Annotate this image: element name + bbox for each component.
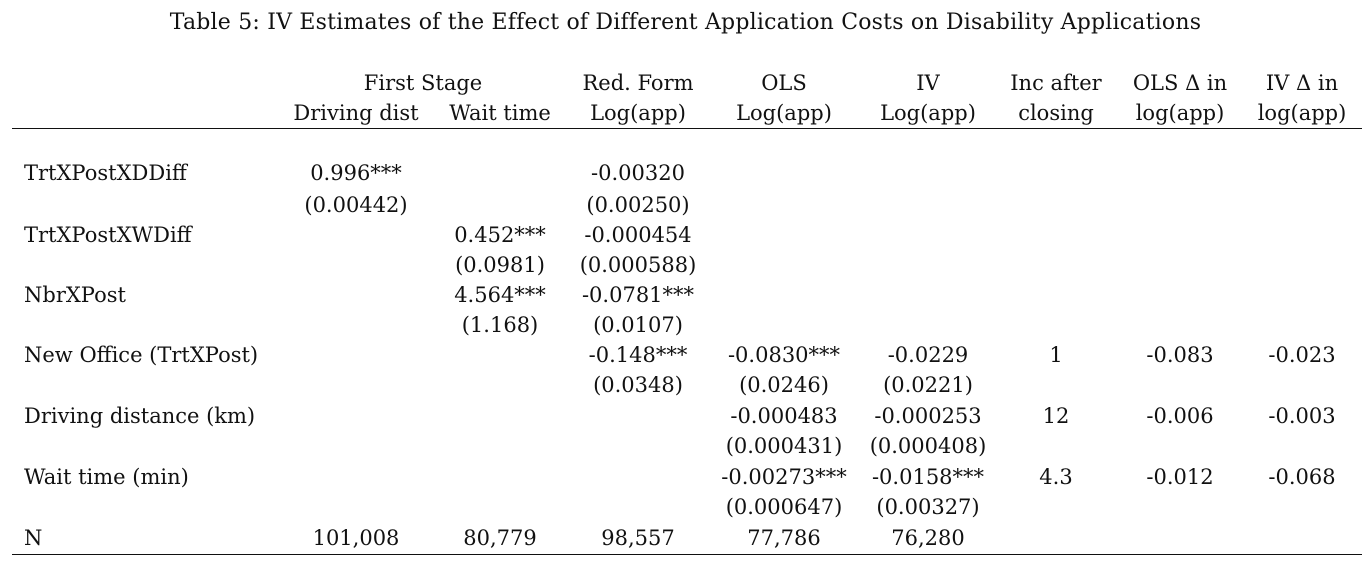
cell-driving-c8: -0.003 [1268, 404, 1336, 428]
header-iv: IV [916, 71, 940, 95]
cell-wait-c8: -0.068 [1268, 465, 1336, 489]
row-label-new-office: New Office (TrtXPost) [24, 343, 259, 367]
cell-new-office-c3-se: (0.0348) [593, 373, 683, 397]
cell-new-office-c5: -0.0229 [887, 343, 969, 367]
cell-wait-c4-se: (0.000647) [725, 495, 843, 519]
row-label-nbr: NbrXPost [24, 283, 126, 307]
row-label-driving: Driving distance (km) [24, 404, 256, 428]
row-label-trt-dd: TrtXPostXDDiff [24, 161, 187, 185]
header-ols-sub: Log(app) [736, 101, 832, 125]
cell-wait-c7: -0.012 [1146, 465, 1214, 489]
cell-n-c5: 76,280 [891, 526, 965, 550]
cell-driving-c6: 12 [1042, 404, 1070, 428]
cell-new-office-c4: -0.0830*** [727, 343, 841, 367]
cell-trt-dd-c1: 0.996*** [310, 161, 402, 185]
header-iv-delta: IV Δ in [1265, 71, 1339, 95]
cell-trt-dd-c1-se: (0.00442) [304, 193, 408, 217]
header-wait-time: Wait time [449, 101, 551, 125]
header-red-form-sub: Log(app) [590, 101, 686, 125]
cell-new-office-c6: 1 [1049, 343, 1063, 367]
header-ols-delta-sub: log(app) [1135, 101, 1225, 125]
row-label-trt-wd: TrtXPostXWDiff [24, 223, 192, 247]
bottom-rule [12, 554, 1362, 555]
cell-n-c2: 80,779 [463, 526, 537, 550]
cell-driving-c4-se: (0.000431) [725, 434, 843, 458]
cell-nbr-c3: -0.0781*** [581, 283, 695, 307]
cell-trt-dd-c3-se: (0.00250) [586, 193, 690, 217]
cell-new-office-c5-se: (0.0221) [883, 373, 973, 397]
row-label-wait: Wait time (min) [24, 465, 189, 489]
cell-wait-c4: -0.00273*** [721, 465, 847, 489]
header-first-stage: First Stage [363, 71, 483, 95]
header-inc-after-sub: closing [1018, 101, 1094, 125]
cell-trt-wd-c3: -0.000454 [584, 223, 692, 247]
cell-driving-c7: -0.006 [1146, 404, 1214, 428]
cell-new-office-c3: -0.148*** [588, 343, 688, 367]
cell-wait-c5-se: (0.00327) [876, 495, 980, 519]
cell-wait-c5: -0.0158*** [871, 465, 985, 489]
top-rule [12, 128, 1362, 129]
cell-new-office-c7: -0.083 [1146, 343, 1214, 367]
cell-wait-c6: 4.3 [1039, 465, 1073, 489]
row-label-n: N [24, 526, 43, 550]
header-red-form: Red. Form [582, 71, 694, 95]
cell-trt-wd-c2-se: (0.0981) [455, 253, 545, 277]
header-iv-delta-sub: log(app) [1257, 101, 1347, 125]
cell-nbr-c2: 4.564*** [454, 283, 546, 307]
cell-n-c1: 101,008 [312, 526, 400, 550]
header-ols: OLS [761, 71, 807, 95]
header-ols-delta: OLS Δ in [1132, 71, 1228, 95]
cell-driving-c5: -0.000253 [874, 404, 982, 428]
cell-new-office-c8: -0.023 [1268, 343, 1336, 367]
cell-new-office-c4-se: (0.0246) [739, 373, 829, 397]
table-caption: Table 5: IV Estimates of the Effect of D… [169, 10, 1202, 35]
cell-n-c3: 98,557 [601, 526, 675, 550]
header-inc-after: Inc after [1010, 71, 1102, 95]
cell-trt-dd-c3: -0.00320 [591, 161, 685, 185]
header-driving-dist: Driving dist [293, 101, 419, 125]
cell-n-c4: 77,786 [747, 526, 821, 550]
cell-trt-wd-c2: 0.452*** [454, 223, 546, 247]
cell-driving-c4: -0.000483 [730, 404, 838, 428]
cell-nbr-c3-se: (0.0107) [593, 313, 683, 337]
header-iv-sub: Log(app) [880, 101, 976, 125]
cell-trt-wd-c3-se: (0.000588) [579, 253, 697, 277]
cell-nbr-c2-se: (1.168) [461, 313, 539, 337]
cell-driving-c5-se: (0.000408) [869, 434, 987, 458]
